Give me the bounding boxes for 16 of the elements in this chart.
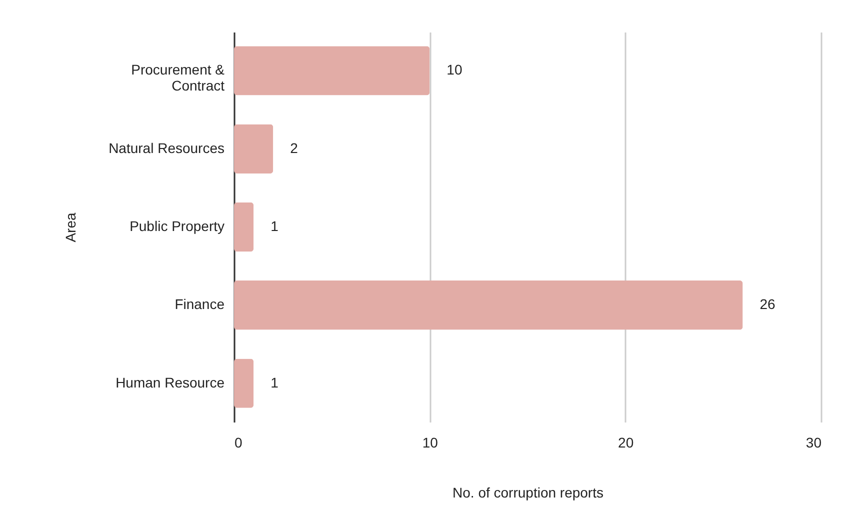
y-axis-title: Area xyxy=(62,212,79,242)
y-tick-label: Public Property xyxy=(130,218,224,234)
data-label: 1 xyxy=(270,374,279,390)
data-label: 26 xyxy=(760,296,776,312)
x-tick-label: 0 xyxy=(234,434,242,450)
y-tick-label: Natural Resources xyxy=(108,140,224,156)
x-tick-label: 20 xyxy=(618,434,634,450)
x-tick-label: 30 xyxy=(806,434,822,450)
y-tick-label: Finance xyxy=(174,296,225,312)
data-label: 10 xyxy=(446,62,462,78)
y-tick-label: Procurement & Contract xyxy=(131,62,226,94)
data-label: 2 xyxy=(290,140,298,156)
x-axis-title: No. of corruption reports xyxy=(452,484,604,500)
y-tick-label: Human Resource xyxy=(116,374,225,390)
data-label: 1 xyxy=(270,218,279,234)
x-tick-label: 10 xyxy=(422,434,438,450)
